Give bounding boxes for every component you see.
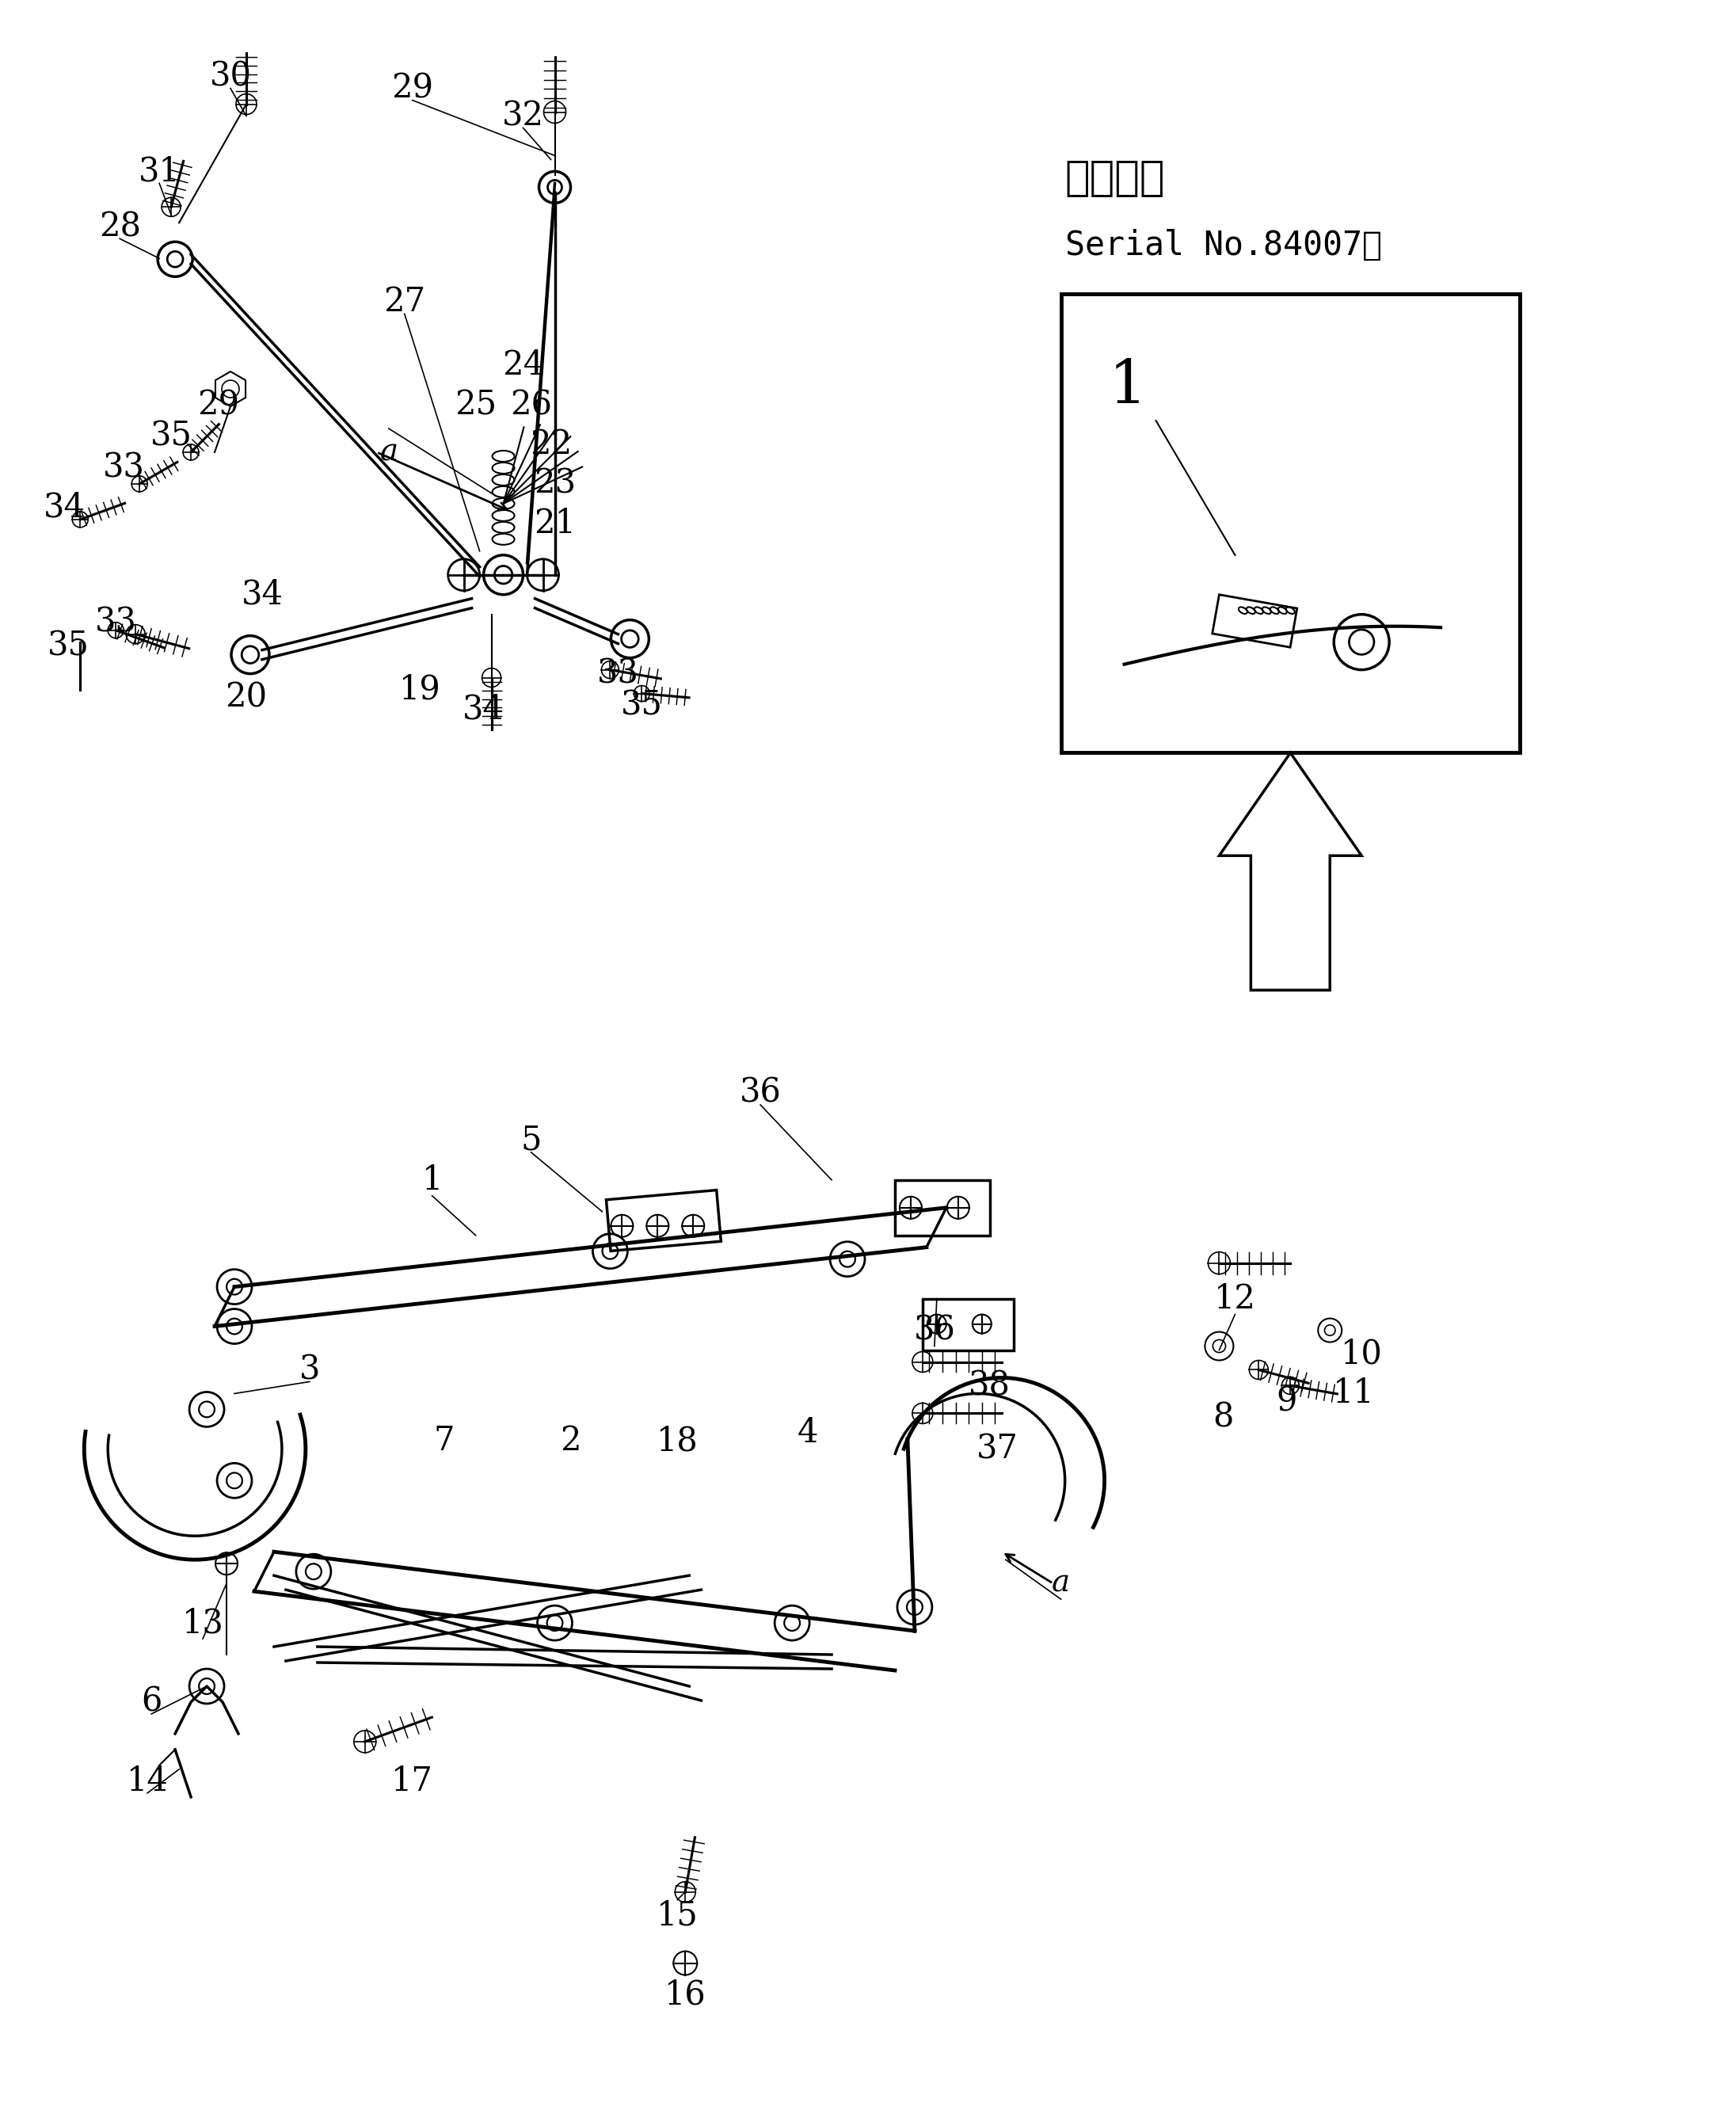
Text: Serial No.84007～: Serial No.84007～ xyxy=(1064,230,1382,262)
Text: 33: 33 xyxy=(95,606,137,639)
Text: a: a xyxy=(1052,1568,1069,1597)
Text: 適用号機: 適用号機 xyxy=(1064,158,1165,198)
Text: 33: 33 xyxy=(102,452,144,485)
Text: 26: 26 xyxy=(510,388,552,422)
Text: 15: 15 xyxy=(656,1899,698,1933)
Text: 20: 20 xyxy=(226,682,267,713)
Text: 36: 36 xyxy=(740,1076,781,1110)
Text: 18: 18 xyxy=(656,1424,698,1458)
Text: 35: 35 xyxy=(151,420,193,454)
Bar xyxy=(606,1190,720,1251)
Bar xyxy=(1061,293,1519,753)
Text: 24: 24 xyxy=(502,348,543,382)
Text: 21: 21 xyxy=(533,506,576,540)
Text: 17: 17 xyxy=(391,1764,434,1798)
Text: 3: 3 xyxy=(299,1353,319,1386)
Text: 34: 34 xyxy=(241,578,283,612)
Text: 8: 8 xyxy=(1213,1401,1234,1435)
Text: 12: 12 xyxy=(1213,1283,1257,1315)
Text: 9: 9 xyxy=(1276,1384,1297,1418)
Text: 28: 28 xyxy=(99,211,141,243)
Text: 30: 30 xyxy=(210,59,252,93)
Text: 5: 5 xyxy=(521,1125,542,1156)
Text: 34: 34 xyxy=(462,692,505,726)
Text: 4: 4 xyxy=(797,1416,818,1450)
Text: 29: 29 xyxy=(391,72,434,106)
Text: 29: 29 xyxy=(198,388,240,422)
Text: 1: 1 xyxy=(422,1163,443,1196)
Text: 16: 16 xyxy=(665,1977,707,2011)
Text: 34: 34 xyxy=(43,492,85,523)
Bar xyxy=(894,1179,990,1234)
Text: 27: 27 xyxy=(384,285,425,319)
Text: 2: 2 xyxy=(561,1424,582,1458)
Text: 35: 35 xyxy=(47,629,89,663)
Bar xyxy=(1212,595,1297,648)
Text: 1: 1 xyxy=(1109,357,1147,416)
Text: 38: 38 xyxy=(969,1369,1010,1403)
Text: 7: 7 xyxy=(434,1424,455,1458)
Text: 33: 33 xyxy=(597,656,639,690)
Text: 37: 37 xyxy=(977,1433,1019,1466)
Text: 6: 6 xyxy=(141,1686,161,1720)
Text: 32: 32 xyxy=(502,99,543,133)
Text: 36: 36 xyxy=(913,1315,955,1346)
Text: 31: 31 xyxy=(139,154,181,188)
Text: 10: 10 xyxy=(1340,1338,1382,1372)
Polygon shape xyxy=(1219,753,1361,990)
Text: 19: 19 xyxy=(399,673,441,707)
Bar xyxy=(922,1298,1014,1350)
Text: 14: 14 xyxy=(127,1764,168,1798)
Text: 13: 13 xyxy=(182,1606,224,1639)
Text: 23: 23 xyxy=(533,466,576,500)
Text: a: a xyxy=(380,437,398,466)
Text: 25: 25 xyxy=(455,388,496,422)
Text: 22: 22 xyxy=(529,428,571,460)
Text: 35: 35 xyxy=(621,688,663,722)
Text: 11: 11 xyxy=(1333,1378,1375,1409)
